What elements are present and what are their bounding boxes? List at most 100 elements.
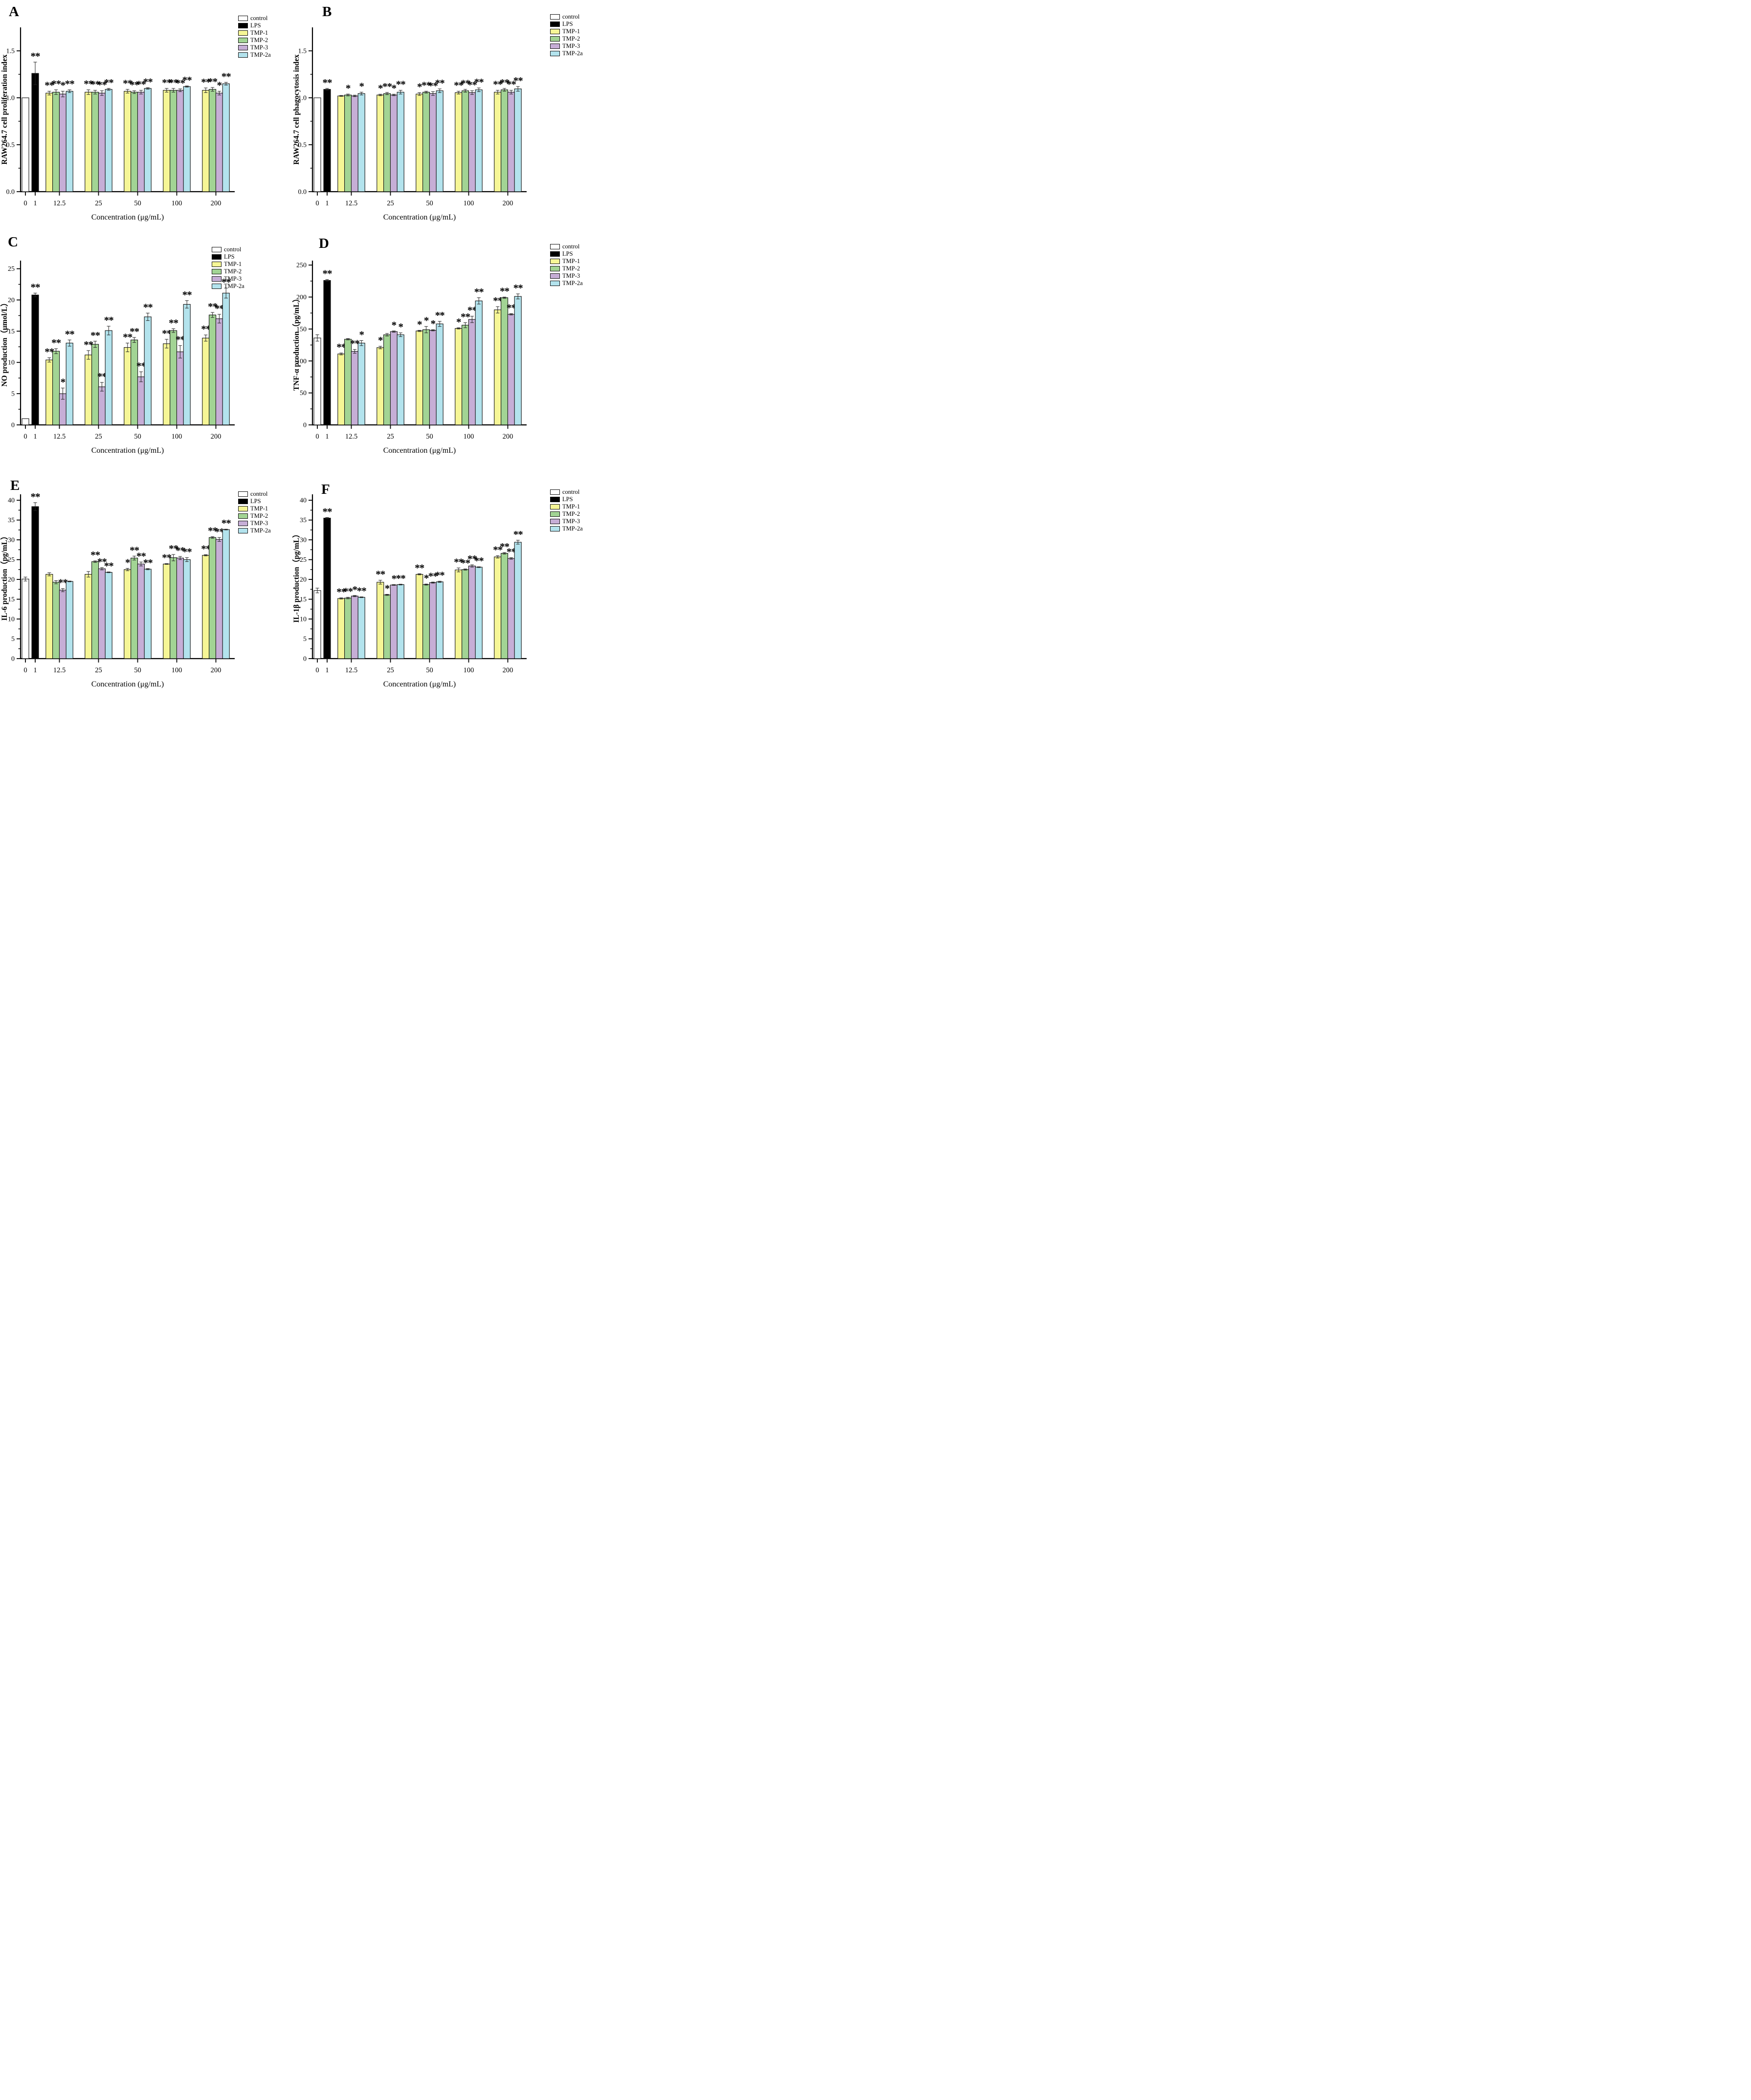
- bar: [85, 91, 92, 192]
- significance-label: *: [61, 80, 66, 91]
- x-tick-label: 25: [95, 199, 102, 207]
- bar: [429, 582, 437, 659]
- y-tick-label: 35: [8, 517, 15, 524]
- bar: [390, 584, 398, 659]
- significance-label: **: [104, 560, 114, 572]
- significance-label: **: [208, 525, 218, 537]
- legend-swatch-control: [238, 491, 248, 497]
- bar: [383, 93, 391, 192]
- legend-row-control: control: [550, 488, 583, 496]
- bar: [337, 95, 345, 192]
- y-tick-label: 20: [8, 297, 15, 304]
- bar: [377, 347, 384, 425]
- bar: [66, 581, 73, 659]
- significance-label: *: [392, 573, 397, 585]
- bar: [455, 570, 463, 659]
- significance-label: **: [415, 562, 424, 574]
- significance-label: **: [461, 557, 470, 569]
- legend-row-tmp-1: TMP-1: [238, 505, 271, 512]
- bar: [52, 582, 60, 659]
- significance-label: **: [435, 309, 445, 321]
- panel-d: 0 50 100 150 200 250 0 1 12.5 25 50 100 200 Concentra…: [292, 233, 584, 466]
- legend-swatch-tmp-3: [550, 273, 560, 279]
- significance-label: **: [467, 305, 477, 316]
- legend-label: LPS: [562, 250, 573, 258]
- significance-label: **: [169, 77, 178, 88]
- significance-label: **: [162, 552, 172, 564]
- legend-swatch-tmp-3: [238, 45, 248, 50]
- legend-row-tmp-3: TMP-3: [212, 275, 244, 283]
- significance-label: **: [461, 311, 470, 323]
- bar: [475, 567, 483, 659]
- legend-label: TMP-2a: [562, 525, 583, 532]
- bar: [66, 91, 73, 192]
- y-tick-label: 40: [300, 497, 307, 505]
- significance-label: **: [500, 286, 510, 297]
- chart-proliferation-index: 0.0 0.5 1.0 1.5 0 1 12.5 25 50 100 200 Concentratio…: [0, 27, 235, 221]
- bar: [377, 582, 384, 659]
- significance-label: **: [396, 573, 406, 584]
- significance-label: *: [417, 319, 422, 331]
- bar: [436, 323, 443, 425]
- legend-row-lps: LPS: [238, 22, 271, 29]
- y-tick-label: 20: [300, 576, 307, 584]
- panel-letter-f: F: [321, 482, 330, 497]
- bar: [323, 89, 331, 192]
- legend-swatch-tmp-2a: [550, 51, 560, 56]
- bars-layer: ****************************************…: [22, 276, 231, 425]
- bar: [390, 94, 398, 192]
- bar: [468, 319, 476, 425]
- x-tick-label: 200: [503, 433, 513, 441]
- legend-swatch-control: [550, 14, 560, 20]
- bar: [390, 331, 398, 425]
- significance-label: *: [359, 329, 364, 340]
- y-tick-label: 35: [300, 517, 307, 524]
- y-tick-label: 1.5: [6, 48, 15, 55]
- bar: [91, 91, 99, 192]
- legend-label: TMP-2: [250, 37, 268, 44]
- significance-label: **: [65, 328, 75, 340]
- significance-label: **: [513, 282, 523, 294]
- bar: [397, 334, 404, 425]
- significance-label: **: [58, 577, 68, 589]
- panel-letter-e: E: [10, 478, 20, 493]
- bar: [98, 386, 106, 425]
- x-tick-label: 12.5: [345, 199, 357, 207]
- significance-label: *: [392, 319, 397, 331]
- bar: [176, 557, 184, 659]
- legend-label: control: [250, 490, 268, 498]
- bar: [455, 92, 463, 192]
- bar: [514, 296, 522, 425]
- bars-layer: ****** * ** ******** ******** ******** **** ***: [22, 50, 231, 192]
- bar: [209, 537, 217, 659]
- legend-swatch-tmp-2: [550, 36, 560, 42]
- legend-label: TMP-3: [250, 520, 268, 527]
- bar: [436, 90, 443, 192]
- significance-label: *: [417, 81, 422, 92]
- significance-label: *: [378, 334, 383, 346]
- bar: [501, 297, 509, 425]
- x-tick-label: 50: [134, 666, 141, 674]
- significance-label: **: [454, 80, 464, 91]
- x-tick-label: 25: [387, 433, 394, 441]
- significance-label: **: [176, 545, 185, 556]
- significance-label: **: [500, 541, 510, 553]
- legend-label: TMP-2: [224, 268, 242, 275]
- x-tick-label: 0: [23, 433, 27, 441]
- bar: [462, 325, 469, 425]
- x-axis-title: Concentration (μg/mL): [91, 680, 164, 688]
- bar: [416, 93, 423, 192]
- y-tick-label: 40: [8, 497, 15, 505]
- y-tick-label: 0: [11, 422, 15, 429]
- significance-label: **: [130, 326, 139, 337]
- panel-b: 0.0 0.5 1.0 1.5 0 1 12.5 25 50 100 200 Concentratio…: [292, 0, 584, 233]
- legend-swatch-tmp-1: [550, 29, 560, 34]
- bar: [397, 584, 404, 659]
- significance-label: **: [97, 79, 107, 91]
- bar: [183, 86, 191, 192]
- significance-label: **: [90, 549, 100, 561]
- y-tick-label: 5: [11, 636, 15, 643]
- significance-label: **: [182, 289, 192, 301]
- significance-label: **: [507, 79, 516, 90]
